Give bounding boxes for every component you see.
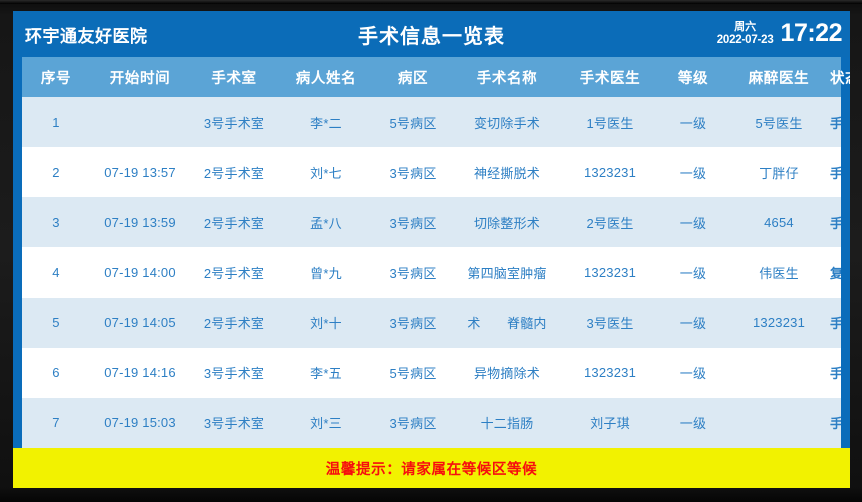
column-header-level: 等级 — [677, 70, 709, 87]
table-row: 7 07-19 15:03 3号手术室 刘*三 3号病区 十二指肠 刘子琪 一级… — [22, 397, 841, 448]
cell-ward: 3号病区 — [389, 215, 437, 231]
table-row: 4 07-19 14:00 2号手术室 曾*九 3号病区 第四脑室肿瘤 1323… — [22, 247, 841, 298]
cell-seq: 5 — [52, 315, 60, 331]
cell-surgeon: 1323231 — [583, 365, 636, 381]
cell-anesthetist: 丁胖仔 — [759, 165, 799, 181]
cell-level: 一级 — [679, 416, 707, 432]
column-header-seq: 序号 — [40, 70, 72, 87]
cell-room: 2号手术室 — [203, 215, 265, 231]
table-row: 6 07-19 14:16 3号手术室 李*五 5号病区 异物摘除术 13232… — [22, 347, 841, 398]
cell-surgery: 异物摘除术 — [473, 366, 540, 382]
table-row: 1 3号手术室 李*二 5号病区 变切除手术 1号医生 一级 5号医生 手术中 — [22, 97, 841, 148]
date-label: 2022-07-23 — [716, 33, 774, 46]
cell-room: 2号手术室 — [203, 265, 265, 281]
table-row: 5 07-19 14:05 2号手术室 刘*十 3号病区 术 脊髓内 3号医生 … — [22, 297, 841, 348]
cell-seq: 6 — [52, 365, 60, 381]
table-row: 2 07-19 13:57 2号手术室 刘*七 3号病区 神经撕脱术 13232… — [22, 147, 841, 198]
status-badge: 手术中 — [830, 316, 841, 332]
cell-surgery: 神经撕脱术 — [473, 165, 540, 181]
cell-level: 一级 — [679, 165, 707, 181]
board-header: 环宇通友好医院 手术信息一览表 周六 2022-07-23 17:22 — [13, 11, 850, 57]
status-badge: 手术中 — [830, 165, 841, 181]
cell-start-time: 07-19 14:00 — [104, 264, 176, 280]
table-row: 3 07-19 13:59 2号手术室 孟*八 3号病区 切除整形术 2号医生 … — [22, 197, 841, 248]
cell-room: 2号手术室 — [203, 165, 265, 181]
cell-level: 一级 — [679, 366, 707, 382]
cell-ward: 3号病区 — [389, 265, 437, 281]
surgery-table: 序号 开始时间 手术室 病人姓名 病区 手术名称 手术医生 等级 麻醉医生 状态… — [13, 57, 850, 448]
cell-patient: 李*五 — [310, 366, 342, 382]
cell-patient: 刘*十 — [310, 316, 342, 332]
cell-room: 3号手术室 — [203, 115, 265, 131]
status-badge: 复苏中 — [830, 265, 841, 281]
status-badge: 手术中 — [830, 416, 841, 432]
cell-level: 一级 — [679, 265, 707, 281]
cell-surgery: 第四脑室肿瘤 — [467, 265, 547, 281]
column-header-patient: 病人姓名 — [295, 70, 357, 87]
cell-start-time: 07-19 13:59 — [104, 214, 176, 230]
column-header-surgery: 手术名称 — [476, 70, 538, 87]
cell-ward: 5号病区 — [389, 115, 437, 131]
date-stack: 周六 2022-07-23 — [717, 21, 774, 46]
cell-surgeon: 1323231 — [583, 164, 636, 180]
status-badge: 手术中 — [830, 115, 841, 131]
cell-ward: 5号病区 — [389, 366, 437, 382]
cell-surgeon: 1号医生 — [586, 115, 634, 131]
cell-ward: 3号病区 — [389, 416, 437, 432]
cell-surgery: 术 脊髓内 — [467, 316, 547, 332]
cell-start-time: 07-19 13:57 — [104, 164, 176, 180]
cell-anesthetist: 1323231 — [752, 315, 805, 331]
column-header-anesthetist: 麻醉医生 — [748, 70, 810, 87]
cell-surgeon: 2号医生 — [586, 215, 634, 231]
cell-surgeon: 3号医生 — [586, 316, 634, 332]
cell-surgery: 变切除手术 — [473, 115, 540, 131]
surgery-board-display: 环宇通友好医院 手术信息一览表 周六 2022-07-23 17:22 序号 开… — [13, 11, 850, 488]
cell-room: 3号手术室 — [203, 366, 265, 382]
column-header-start-time: 开始时间 — [109, 70, 171, 87]
weekday-label: 周六 — [734, 21, 757, 34]
cell-surgery: 切除整形术 — [473, 215, 540, 231]
column-header-ward: 病区 — [397, 70, 429, 87]
cell-seq: 1 — [52, 114, 60, 130]
cell-ward: 3号病区 — [389, 165, 437, 181]
column-header-surgeon: 手术医生 — [579, 70, 641, 87]
cell-room: 3号手术室 — [203, 416, 265, 432]
status-badge: 手术中 — [830, 366, 841, 382]
table-header-row: 序号 开始时间 手术室 病人姓名 病区 手术名称 手术医生 等级 麻醉医生 状态 — [22, 57, 850, 97]
cell-start-time: 07-19 15:03 — [104, 415, 176, 431]
column-header-status: 状态 — [830, 70, 850, 87]
column-header-room: 手术室 — [211, 70, 257, 87]
cell-anesthetist: 4654 — [764, 214, 794, 230]
cell-patient: 李*二 — [310, 115, 342, 131]
hospital-name: 环宇通友好医院 — [25, 26, 148, 46]
cell-surgeon: 1323231 — [583, 264, 636, 280]
datetime-block: 周六 2022-07-23 17:22 — [717, 18, 843, 48]
notice-text: 温馨提示：请家属在等候区等候 — [325, 461, 538, 478]
cell-surgeon: 刘子琪 — [590, 416, 630, 432]
cell-patient: 刘*七 — [310, 165, 342, 181]
cell-start-time: 07-19 14:05 — [104, 315, 176, 331]
cell-level: 一级 — [679, 316, 707, 332]
cell-seq: 7 — [52, 415, 60, 431]
cell-level: 一级 — [679, 215, 707, 231]
status-badge: 手术中 — [830, 215, 841, 231]
clock-label: 17:22 — [780, 18, 843, 47]
cell-seq: 2 — [52, 164, 60, 180]
notice-banner: 温馨提示：请家属在等候区等候 — [13, 448, 850, 488]
cell-seq: 3 — [52, 214, 60, 230]
cell-start-time: 07-19 14:16 — [104, 365, 176, 381]
cell-anesthetist: 伟医生 — [759, 265, 799, 281]
cell-patient: 孟*八 — [310, 215, 342, 231]
cell-surgery: 十二指肠 — [480, 416, 534, 432]
table-body: 1 3号手术室 李*二 5号病区 变切除手术 1号医生 一级 5号医生 手术中 … — [22, 97, 841, 448]
cell-ward: 3号病区 — [389, 316, 437, 332]
cell-level: 一级 — [679, 115, 707, 131]
cell-seq: 4 — [52, 264, 60, 280]
cell-anesthetist: 5号医生 — [755, 115, 803, 131]
cell-room: 2号手术室 — [203, 316, 265, 332]
cell-patient: 刘*三 — [310, 416, 342, 432]
cell-patient: 曾*九 — [310, 265, 342, 281]
